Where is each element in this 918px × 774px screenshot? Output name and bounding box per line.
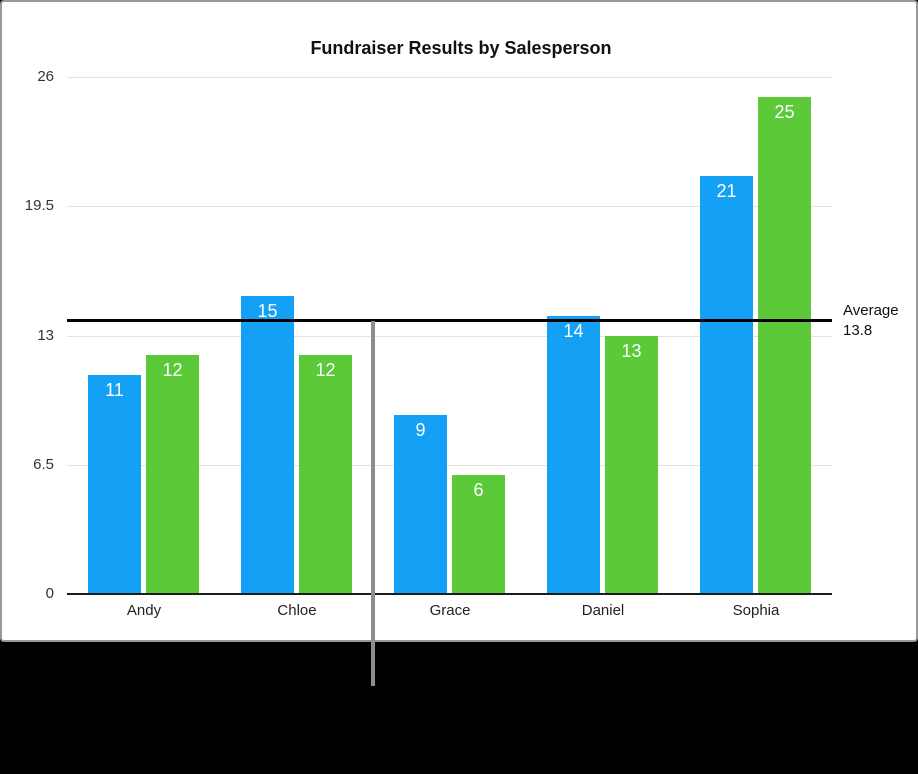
bar-sophia-blue-series[interactable]: 21	[700, 176, 753, 594]
callout-pointer-line	[371, 321, 375, 686]
bottom-black-strip	[0, 642, 918, 774]
bar-chloe-blue-series[interactable]: 15	[241, 296, 294, 594]
y-axis-tick-label: 26	[37, 68, 54, 85]
x-axis-label-daniel: Daniel	[581, 602, 625, 619]
bar-andy-blue-series[interactable]: 11	[88, 375, 141, 594]
x-axis-label-sophia: Sophia	[732, 602, 780, 619]
x-axis-label-andy: Andy	[126, 602, 162, 619]
x-axis-line	[67, 593, 832, 595]
bar-value-label: 25	[774, 102, 795, 122]
y-axis-tick-label: 6.5	[33, 456, 54, 473]
bar-daniel-blue-series[interactable]: 14	[547, 316, 600, 594]
bar-value-label: 9	[415, 420, 426, 440]
bar-value-label: 12	[162, 360, 183, 380]
gridline	[67, 465, 832, 466]
bar-daniel-green-series[interactable]: 13	[605, 336, 658, 595]
bar-value-label: 13	[621, 341, 642, 361]
average-reference-line[interactable]	[67, 319, 832, 322]
average-line-value: 13.8	[843, 322, 873, 339]
x-axis-label-grace: Grace	[429, 602, 471, 619]
bar-value-label: 11	[105, 380, 124, 400]
chart-card: Fundraiser Results by Salesperson 0 6.5 13…	[0, 0, 918, 642]
average-line-label: Average 13.8	[843, 301, 899, 341]
bar-value-label: 12	[315, 360, 336, 380]
x-axis-label-chloe: Chloe	[277, 602, 317, 619]
bar-value-label: 14	[563, 321, 584, 341]
bar-value-label: 21	[716, 181, 737, 201]
y-axis-tick-label: 19.5	[24, 197, 54, 214]
gridline	[67, 336, 832, 337]
bar-value-label: 15	[257, 301, 278, 321]
average-line-label-text: Average	[843, 302, 899, 319]
y-axis-tick-label: 0	[45, 585, 54, 602]
bar-grace-green-series[interactable]: 6	[452, 475, 505, 594]
gridline	[67, 206, 832, 207]
bar-grace-blue-series[interactable]: 9	[394, 415, 447, 594]
bar-chloe-green-series[interactable]: 12	[299, 355, 352, 594]
bar-sophia-green-series[interactable]: 25	[758, 97, 811, 594]
y-axis-tick-label: 13	[37, 327, 54, 344]
gridline	[67, 77, 832, 78]
chart-title: Fundraiser Results by Salesperson	[310, 38, 612, 58]
bar-andy-green-series[interactable]: 12	[146, 355, 199, 594]
bar-value-label: 6	[473, 480, 484, 500]
